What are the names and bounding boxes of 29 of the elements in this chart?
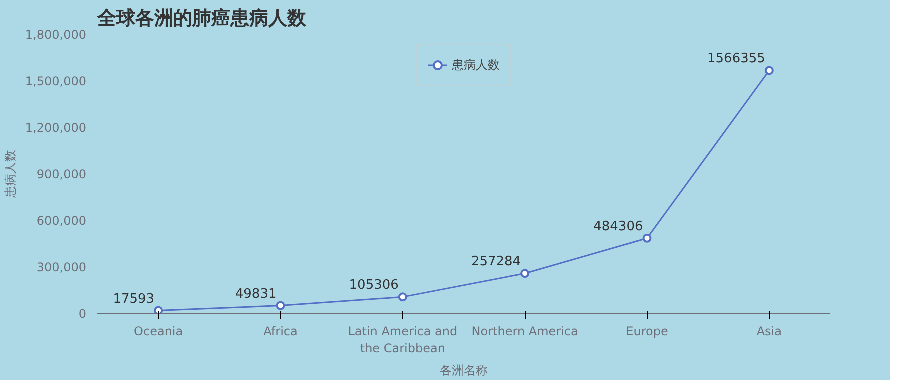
data-label: 49831 — [235, 286, 277, 302]
y-tick-label: 900,000 — [36, 168, 86, 182]
data-label: 1566355 — [708, 52, 766, 67]
y-axis-title: 患病人数 — [3, 150, 18, 199]
point — [154, 306, 164, 314]
x-tick-label: Asia — [756, 324, 782, 338]
x-axis-title: 各洲名称 — [440, 363, 488, 378]
y-tick-label: 1,500,000 — [25, 74, 87, 88]
y-tick-label: 1,800,000 — [25, 28, 87, 42]
point — [520, 269, 530, 278]
data-label: 484306 — [594, 219, 644, 234]
data-label: 105306 — [349, 278, 399, 294]
x-tick-label: Oceania — [134, 324, 184, 338]
y-tick-label: 600,000 — [36, 214, 86, 228]
y-tick-label: 0 — [78, 307, 87, 321]
point — [398, 292, 408, 302]
chart-title: 全球各洲的肺癌患病人数 — [96, 8, 308, 30]
y-tick-label: 300,000 — [36, 260, 86, 274]
x-tick-label: Africa — [264, 324, 298, 338]
y-tick-label: 1,200,000 — [25, 121, 87, 135]
data-label: 17593 — [113, 292, 155, 307]
data-label: 257284 — [471, 254, 522, 270]
point — [764, 66, 774, 76]
legend-label: 患病人数 — [452, 56, 500, 74]
point — [642, 234, 652, 243]
x-tick-label: Northern America — [472, 324, 578, 338]
x-tick-label: Europe — [626, 324, 668, 338]
point — [276, 301, 286, 310]
x-tick-label: Latin America and the Caribbean — [348, 324, 458, 356]
